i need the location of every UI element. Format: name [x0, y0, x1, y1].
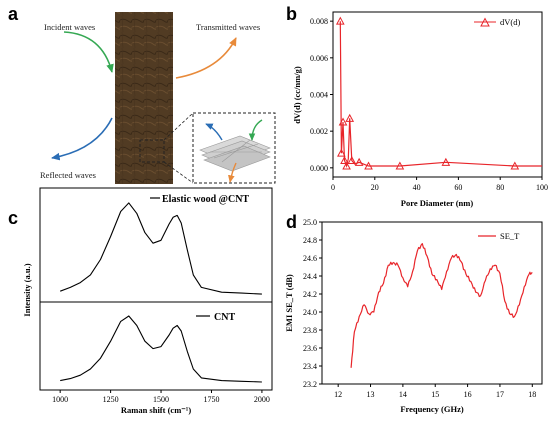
b-series-line	[339, 21, 542, 169]
panel-d-plot	[350, 243, 533, 368]
c-series-line-elastic-wood-cnt	[60, 202, 262, 295]
panel-b-label: b	[286, 4, 297, 24]
c-x-tick-label: 1250	[103, 395, 119, 404]
d-series-line	[350, 243, 533, 368]
d-y-tick-label: 23.8	[303, 326, 317, 335]
c-x-tick-label: 1750	[203, 395, 219, 404]
panel-c-x-axis-title: Raman shift (cm⁻¹)	[121, 405, 191, 415]
panel-d-frame	[321, 221, 543, 385]
wood-slab-shade	[115, 12, 173, 184]
panel-a: a Incident waves Transmitted waves Refle…	[8, 4, 276, 184]
panel-d: d 12 13 14 15 16 17 18 23.2 23.4 23.6 23.8 24.0 24.…	[284, 212, 543, 414]
b-point-marker	[340, 155, 349, 164]
b-point-marker	[338, 117, 348, 126]
panel-c-label: c	[8, 208, 18, 228]
zoom-guide-bottom	[163, 161, 194, 184]
d-y-tick-label: 23.2	[303, 380, 317, 389]
c-x-tick-label: 2000	[254, 395, 270, 404]
c-x-tick-label: 1500	[153, 395, 169, 404]
panel-d-label: d	[286, 212, 297, 232]
d-x-tick-label: 15	[431, 390, 439, 399]
incident-wave-arrow	[63, 31, 114, 73]
cnt-network-icon	[199, 135, 271, 172]
b-point-marker	[364, 161, 373, 170]
panel-a-label: a	[8, 4, 19, 24]
d-x-tick-label: 12	[334, 390, 342, 399]
b-x-tick-label: 20	[371, 183, 379, 192]
panel-c-y-axis-title: Intensity (a.u.)	[22, 263, 32, 316]
b-point-marker	[395, 161, 405, 170]
b-point-marker	[335, 16, 345, 25]
panel-b-legend-marker	[480, 17, 490, 27]
panel-b-x-axis-title: Pore Diameter (nm)	[401, 198, 474, 208]
b-y-tick-label: 0.002	[310, 127, 328, 136]
panel-b-legend-label: dV(d)	[500, 17, 520, 27]
panel-c-plot	[60, 202, 262, 383]
b-y-tick-label: 0.006	[310, 54, 328, 63]
inset-orange-arrow	[228, 162, 237, 183]
b-x-tick-label: 100	[536, 183, 548, 192]
wood-slab	[115, 12, 173, 184]
panel-c-frame	[39, 187, 273, 391]
d-y-tick-label: 23.4	[303, 362, 317, 371]
b-x-tick-label: 60	[454, 183, 462, 192]
panel-c-legend-top: Elastic wood @CNT	[162, 194, 249, 205]
reflected-waves-label: Reflected waves	[40, 170, 96, 180]
panel-d-legend-label: SE_T	[500, 231, 520, 241]
panel-b-y-ticks: 0.000 0.002 0.004 0.006 0.008	[310, 17, 333, 173]
inset-blue-arrow	[205, 123, 223, 141]
c-series-line-cnt	[60, 315, 262, 383]
b-y-tick-label: 0.000	[310, 164, 328, 173]
b-x-tick-label: 0	[331, 183, 335, 192]
transmitted-waves-label: Transmitted waves	[196, 22, 260, 32]
incident-waves-label: Incident waves	[44, 22, 95, 32]
panel-b-plot	[335, 16, 542, 170]
d-x-tick-label: 17	[496, 390, 504, 399]
panel-b-frame	[332, 11, 543, 178]
zoom-guide-top	[163, 112, 194, 141]
d-x-tick-label: 16	[464, 390, 472, 399]
reflected-wave-arrow	[51, 117, 113, 161]
b-point-marker	[510, 161, 520, 170]
d-y-tick-label: 24.0	[303, 308, 317, 317]
d-x-tick-label: 18	[528, 390, 536, 399]
d-x-tick-label: 14	[399, 390, 407, 399]
d-y-tick-label: 25.0	[303, 218, 317, 227]
panel-c-legend-bottom: CNT	[214, 312, 235, 323]
panel-d-x-ticks: 12 13 14 15 16 17 18	[334, 384, 536, 399]
d-y-tick-label: 24.4	[303, 272, 317, 281]
b-point-marker	[337, 148, 346, 157]
panel-b-x-ticks: 0 20 40 60 80 100	[331, 177, 548, 192]
d-y-tick-label: 24.8	[303, 236, 317, 245]
d-y-tick-label: 23.6	[303, 344, 317, 353]
inset-green-arrow	[248, 119, 263, 141]
panel-b-y-axis-title: dV(d) (cc/nm/g)	[292, 66, 302, 124]
d-x-tick-label: 13	[367, 390, 375, 399]
panel-d-x-axis-title: Frequency (GHz)	[400, 404, 464, 414]
b-point-marker	[345, 113, 355, 122]
b-x-tick-label: 80	[496, 183, 504, 192]
panel-d-y-ticks: 23.2 23.4 23.6 23.8 24.0 24.2 24.4 24.6 24.8 25.0	[303, 218, 322, 389]
panel-c: c 1000 1250 1500 1750 2000 Raman shift (cm⁻¹…	[8, 187, 273, 415]
transmitted-wave-arrow	[175, 37, 237, 79]
b-point-marker	[441, 157, 451, 166]
b-point-marker	[342, 161, 351, 170]
panel-d-y-axis-title: EMI SE_T (dB)	[284, 274, 294, 332]
b-point-marker	[354, 157, 364, 166]
d-y-tick-label: 24.6	[303, 254, 317, 263]
d-y-tick-label: 24.2	[303, 290, 317, 299]
panel-c-x-ticks: 1000 1250 1500 1750 2000	[52, 390, 270, 404]
b-x-tick-label: 40	[413, 183, 421, 192]
zoom-source-box	[139, 139, 165, 163]
b-y-tick-label: 0.008	[310, 17, 328, 26]
b-point-marker	[347, 155, 357, 164]
b-y-tick-label: 0.004	[310, 91, 328, 100]
panel-b: b 0 20 40 60 80 100 0.000 0.002 0.004 0.006 0.008…	[286, 4, 548, 208]
c-x-tick-label: 1000	[52, 395, 68, 404]
